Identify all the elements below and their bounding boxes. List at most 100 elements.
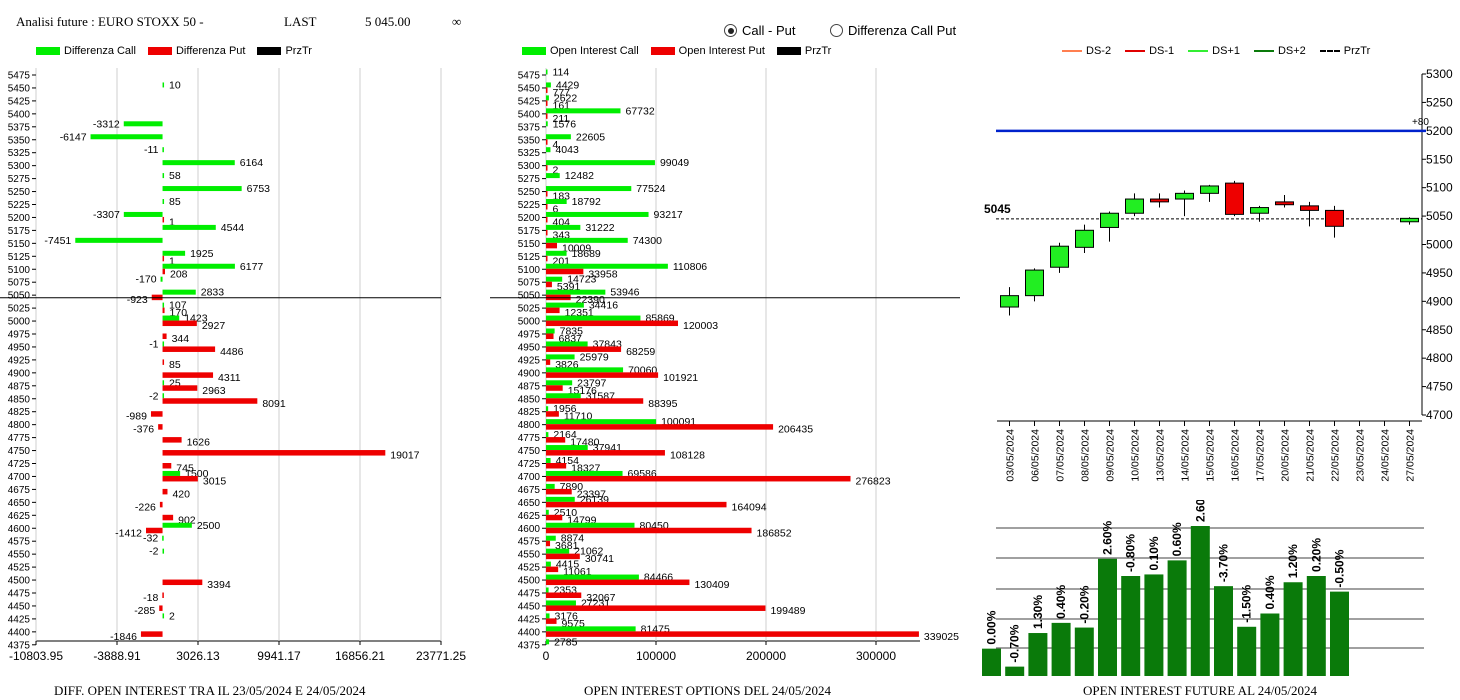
date-label: 17/05/2024 <box>1255 429 1267 482</box>
oi-put-bar <box>546 398 644 404</box>
put-diff-label: 1626 <box>187 437 211 449</box>
call-diff-bar <box>123 121 163 127</box>
date-label: 24/05/2024 <box>1380 429 1392 482</box>
oi-put-bar <box>546 204 548 210</box>
put-diff-bar <box>162 437 182 443</box>
put-diff-label: -1846 <box>110 631 137 643</box>
call-diff-label: 85 <box>169 196 181 208</box>
date-label: 22/05/2024 <box>1330 429 1342 482</box>
oi-call-label: 53946 <box>610 287 639 299</box>
radio-call-put[interactable]: Call - Put <box>724 23 795 38</box>
future-bar <box>1074 627 1094 676</box>
oi-call-label: 4415 <box>556 559 580 571</box>
strike-label: 5300 <box>518 161 541 172</box>
diff-oi-chart: -10803.95 -3888.91 3026.13 9941.17 16856.21 2… <box>0 68 466 663</box>
strike-label: 5150 <box>518 239 541 250</box>
oi-put-label: 6 <box>553 204 559 216</box>
y-tick-label: 4950 <box>1426 266 1453 280</box>
strike-label: 4800 <box>518 420 541 431</box>
strike-label: 5000 <box>8 317 31 328</box>
future-bar <box>1028 633 1048 676</box>
price-label: 5045 <box>984 202 1011 216</box>
call-diff-label: -2 <box>149 546 158 558</box>
strike-label: 5350 <box>518 135 541 146</box>
oi-put-bar <box>546 100 548 106</box>
oi-put-bar <box>546 424 774 430</box>
strike-label: 4850 <box>518 394 541 405</box>
call-diff-bar <box>162 173 165 179</box>
oi-put-bar <box>546 333 554 339</box>
future-bar-label: 0.40% <box>1263 575 1277 609</box>
oi-call-label: 4429 <box>556 79 580 91</box>
strike-label: 5200 <box>8 213 31 224</box>
put-diff-label: 745 <box>176 463 194 475</box>
oi-call-label: 14723 <box>567 274 596 286</box>
call-diff-label: 1925 <box>190 248 214 260</box>
infinity-icon[interactable]: ∞ <box>452 14 462 29</box>
radio-selected-icon[interactable] <box>724 24 737 37</box>
legend-item-ds-1: DS-1 <box>1149 45 1175 57</box>
legend-swatch-oi-call <box>522 47 546 55</box>
legend-line-ds+1 <box>1188 50 1209 52</box>
strike-label: 4775 <box>8 433 31 444</box>
oi-call-bar <box>546 458 551 463</box>
oi-call-bar <box>546 121 548 127</box>
put-diff-label: -989 <box>126 411 147 423</box>
oi-call-bar <box>546 419 657 425</box>
candle-body <box>1025 269 1044 297</box>
strike-label: 5450 <box>518 83 541 94</box>
legend-swatch-oi-put <box>650 47 675 55</box>
call-diff-bar <box>162 470 181 476</box>
radio-differenza[interactable]: Differenza Call Put <box>830 23 956 38</box>
future-bar <box>1005 666 1025 676</box>
x-tick-label: 16856.21 <box>335 649 385 663</box>
future-bar <box>1330 591 1349 676</box>
call-diff-label: 58 <box>169 170 181 182</box>
radio-unselected-icon[interactable] <box>830 24 843 37</box>
put-diff-bar <box>162 307 165 314</box>
future-bar-label: 0.10% <box>1147 536 1161 570</box>
date-label: 20/05/2024 <box>1280 429 1292 482</box>
future-bar <box>1237 626 1257 676</box>
candle-body <box>1175 192 1194 200</box>
strike-label: 5075 <box>518 278 541 289</box>
put-diff-bar <box>159 605 163 611</box>
oi-put-bar <box>546 618 557 624</box>
strike-label: 4500 <box>8 576 31 587</box>
future-bar <box>1167 560 1187 676</box>
call-diff-bar <box>162 380 165 386</box>
call-diff-bar <box>162 186 242 192</box>
strike-label: 5425 <box>518 96 541 107</box>
future-bar-label: 0.60% <box>1170 522 1184 556</box>
oi-call-label: 93217 <box>654 209 683 221</box>
oi-call-bar <box>546 587 549 593</box>
call-diff-label: 10 <box>169 79 181 91</box>
put-diff-label: -18 <box>143 592 158 604</box>
oi-put-bar <box>546 631 919 637</box>
oi-call-bar <box>546 328 555 334</box>
put-diff-bar <box>162 320 197 327</box>
call-diff-bar <box>162 263 235 269</box>
call-diff-bar <box>162 82 165 88</box>
oi-put-bar <box>546 307 560 314</box>
date-label: 07/05/2024 <box>1055 429 1067 482</box>
put-diff-label: 420 <box>172 488 190 500</box>
strike-label: 4425 <box>8 614 31 625</box>
put-diff-bar <box>162 592 164 598</box>
oi-put-bar <box>546 579 690 586</box>
call-diff-bar <box>162 341 165 347</box>
put-diff-label: -226 <box>135 501 156 513</box>
strike-label: 4825 <box>8 407 31 418</box>
y-tick-label: 5050 <box>1426 209 1453 223</box>
oi-put-label: 276823 <box>856 475 891 487</box>
put-diff-bar <box>159 501 163 508</box>
oi-call-bar <box>546 509 549 515</box>
future-bar-label: -0.80% <box>1124 534 1138 572</box>
legend-swatch-prztr <box>257 47 282 55</box>
oi-call-label: 4043 <box>555 144 579 156</box>
y-tick-label: 5000 <box>1426 238 1453 252</box>
strike-label: 4700 <box>8 472 31 483</box>
strike-label: 4650 <box>518 498 541 509</box>
oi-call-label: 31222 <box>585 222 614 234</box>
